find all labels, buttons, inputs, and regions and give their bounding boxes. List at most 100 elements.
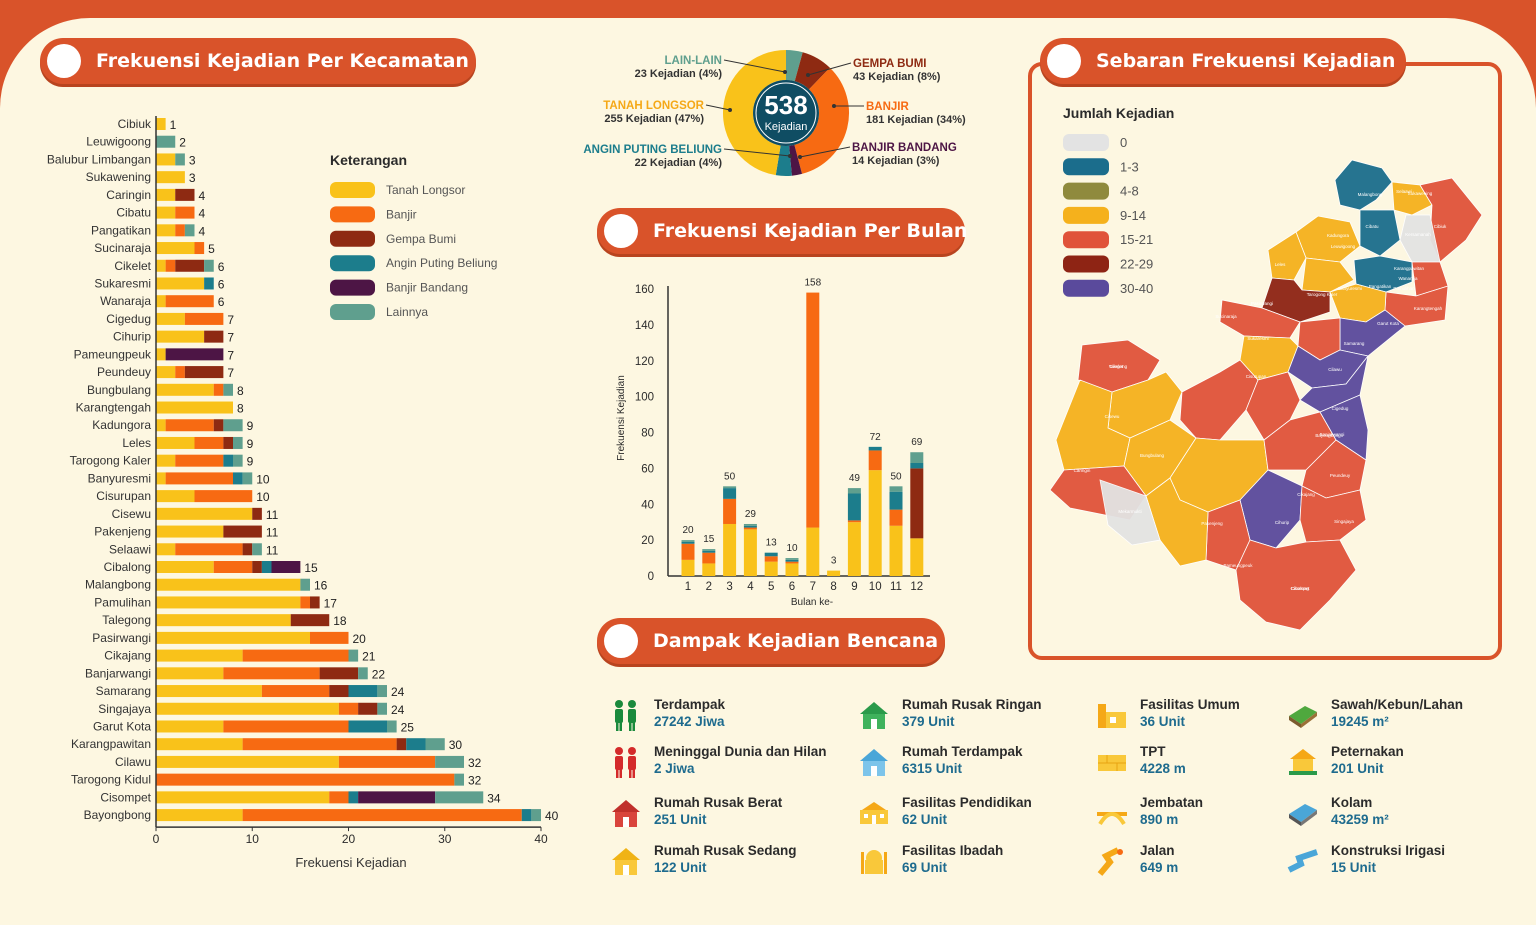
impact-value: 62 Unit: [902, 812, 948, 827]
bar-segment-lainnya: [242, 472, 253, 485]
donut-leader-dot: [783, 70, 787, 74]
bar-segment-gempa-bumi: [242, 543, 253, 556]
legend-swatch: [330, 206, 375, 223]
bar-segment-banjir: [184, 312, 224, 325]
month-bar-segment-tanah-longsor: [785, 563, 799, 576]
map-region: [1179, 359, 1259, 441]
bar-segment-lainnya: [435, 791, 484, 804]
bar-segment-lainnya: [435, 755, 464, 768]
map-region-label: Sukaresmi: [1247, 336, 1268, 341]
header-dot: [604, 624, 638, 658]
x-tick-label: 20: [342, 832, 356, 846]
map-legend-swatch: [1063, 134, 1109, 151]
district-label: Cibalong: [104, 560, 151, 574]
map-region-label: Cikelet: [1109, 364, 1124, 369]
bar-segment-banjir: [242, 649, 349, 662]
map-region-label: Cibiuk: [1434, 224, 1447, 229]
bar-total-label: 1: [170, 118, 177, 132]
bar-segment-tanah-longsor: [156, 472, 166, 485]
bar-segment-lainnya: [223, 419, 243, 432]
donut-label-value: 255 Kejadian (47%): [604, 113, 704, 125]
y-tick-label: 160: [635, 284, 654, 296]
bar-total-label: 6: [218, 260, 225, 274]
month-total-label: 49: [849, 473, 861, 484]
house-green-icon: [858, 698, 890, 732]
map-region: [1391, 181, 1433, 216]
district-label: Pameungpeuk: [74, 347, 152, 361]
impact-value: 6315 Unit: [902, 761, 963, 776]
district-label: Cigedug: [106, 312, 151, 326]
bar-segment-tanah-longsor: [156, 171, 185, 184]
map-legend-swatch: [1063, 279, 1109, 297]
district-label: Banyuresmi: [88, 471, 151, 485]
impact-value: 2 Jiwa: [654, 761, 695, 776]
house-yellow-icon: [610, 844, 642, 878]
district-label: Pangatikan: [91, 223, 151, 237]
bar-total-label: 11: [266, 526, 279, 540]
month-bar-segment-angin-puting-beliung: [847, 493, 861, 521]
map-legend: Jumlah Kejadian 0 1-3 4-8 9-14 15-21 22-29 30-4…: [1063, 105, 1174, 297]
district-label: Sukaresmi: [94, 276, 151, 290]
bar-segment-tanah-longsor: [156, 809, 243, 822]
bar-segment-angin-puting-beliung: [261, 561, 272, 573]
bar-total-label: 6: [218, 295, 225, 309]
donut-label-name: BANJIR BANDANG: [852, 142, 957, 154]
map-region-label: Malangbong: [1358, 192, 1383, 197]
bar-segment-lainnya: [531, 809, 541, 822]
bar-total-label: 40: [545, 809, 559, 823]
month-bar-segment-tanah-longsor: [723, 523, 737, 576]
impact-name: Fasilitas Pendidikan: [902, 795, 1032, 810]
donut-label-name: LAIN-LAIN: [665, 55, 723, 67]
kecamatan-bar-chart: Cibiuk 1 Leuwigoong 2 Balubur Limbangan 3 Suka…: [47, 116, 559, 870]
bar-segment-banjir: [175, 366, 185, 379]
header-kecamatan: Frekuensi Kejadian Per Kecamatan: [40, 38, 476, 84]
map-legend-label: 4-8: [1120, 184, 1139, 199]
y-tick-label: 20: [641, 535, 654, 547]
month-bar-segment-angin-puting-beliung: [910, 462, 924, 469]
bar-segment-tanah-longsor: [156, 454, 176, 467]
map-legend-swatch: [1063, 255, 1109, 273]
impact-item: Rumah Rusak Sedang 122 Unit: [610, 840, 840, 886]
donut-leader-line: [723, 148, 791, 157]
map-region-label: Kersamanah: [1405, 232, 1431, 237]
month-total-label: 50: [724, 471, 736, 482]
donut-label-name: GEMPA BUMI: [853, 58, 926, 70]
month-bar-segment-tanah-longsor: [847, 522, 861, 576]
month-total-label: 50: [890, 471, 902, 482]
bar-segment-lainnya: [223, 383, 233, 396]
month-bar-segment-lainnya: [743, 523, 757, 526]
district-label: Tarogong Kidul: [71, 773, 151, 787]
header-dot: [47, 44, 81, 78]
impact-name: Rumah Rusak Sedang: [654, 843, 797, 858]
legend-label: Banjir: [386, 207, 417, 221]
legend-label: Lainnya: [386, 305, 428, 319]
bar-segment-banjir: [175, 224, 185, 237]
bar-segment-tanah-longsor: [156, 490, 195, 503]
bar-segment-tanah-longsor: [156, 206, 176, 219]
impact-item: Rumah Rusak Ringan 379 Unit: [858, 694, 1088, 740]
bar-total-label: 9: [247, 419, 254, 433]
bar-segment-banjir: [300, 596, 310, 609]
map-region: [1295, 215, 1361, 263]
header-dot: [1047, 44, 1081, 78]
map-region-label: Peundeuy: [1330, 473, 1351, 478]
house-red-icon: [610, 796, 642, 830]
bar-segment-gempa-bumi: [175, 259, 205, 272]
month-bar-segment-banjir: [681, 543, 695, 560]
donut-leader-line: [799, 146, 851, 158]
impact-name: Kolam: [1331, 795, 1373, 810]
bar-total-label: 25: [401, 720, 415, 734]
donut-label-value: 22 Kejadian (4%): [635, 157, 723, 169]
header-dot: [604, 214, 638, 248]
bar-segment-tanah-longsor: [156, 118, 166, 130]
district-label: Karangpawitan: [71, 737, 151, 751]
bar-segment-gempa-bumi: [310, 596, 320, 609]
bar-total-label: 5: [208, 242, 215, 256]
legend-swatch: [330, 304, 375, 320]
district-label: Balubur Limbangan: [47, 152, 151, 166]
header-sebaran: Sebaran Frekuensi Kejadian: [1040, 38, 1406, 84]
district-label: Malangbong: [85, 578, 151, 592]
bar-segment-tanah-longsor: [156, 525, 224, 538]
bar-total-label: 7: [227, 331, 234, 345]
